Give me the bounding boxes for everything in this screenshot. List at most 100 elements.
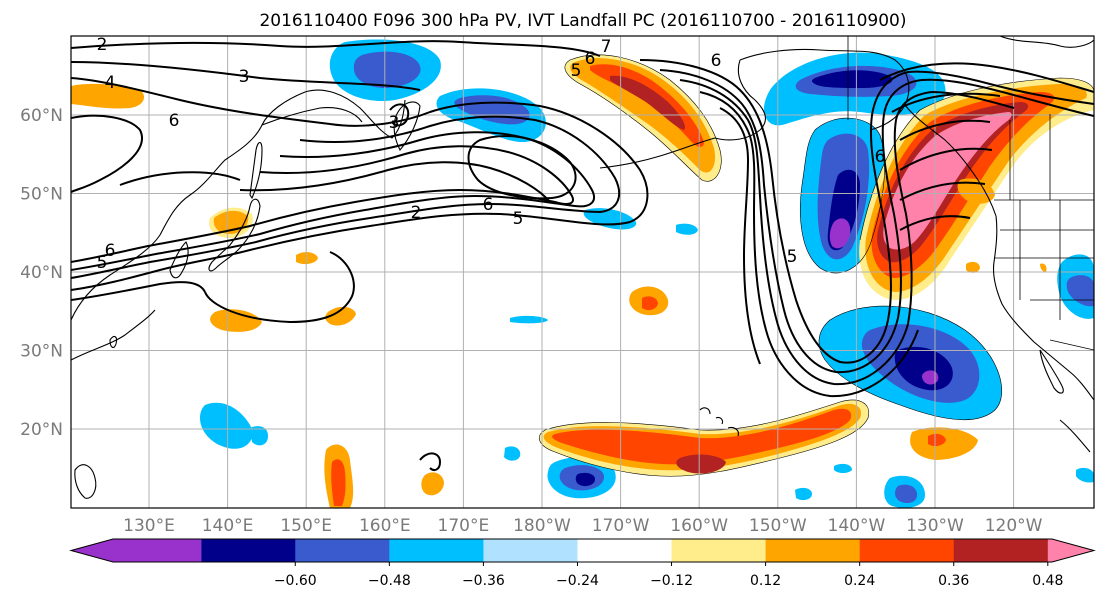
pv-contour-trough-1 [639,59,1094,364]
pv-contour-cutoff-4 [71,145,574,263]
coast-japan [208,198,261,272]
pv-contour-hook [389,103,410,127]
lon-tick-label: 120°W [985,516,1043,536]
coast-greenland-arctic [999,36,1094,48]
neg-blob-west-subtropic-tail [250,426,268,446]
neg-blob-small-4 [795,487,812,501]
pv-contour-ridge-3 [899,119,991,141]
pos-blob-bering-dark [610,75,686,130]
pv-contour-ridge-6 [899,215,971,231]
pos-blob-coast-small [966,261,980,273]
lon-tick-label: 170°E [438,516,490,536]
lat-tick-label: 20°N [20,420,63,440]
map-content: 2 3 4 6 7 5 6 6 3 2 6 5 6 5 5 6 [71,35,1094,508]
contour-label: 2 [97,35,108,55]
pos-blob-midwest-small [296,252,318,265]
colorbar-segment [859,539,955,562]
pos-blob-southeast-red [928,433,946,447]
neg-blob-gulf-alaska-min [829,218,851,249]
pos-blob-ar-tail [957,178,995,204]
map-panel: 2 3 4 6 7 5 6 6 3 2 6 5 6 5 5 6 130°E 140… [20,35,1095,536]
colorbar-extend-max [1047,539,1094,562]
neg-blob-small-2 [510,315,548,324]
pos-blob-northwest [71,83,145,109]
colorbar-segment [389,539,484,562]
pv-contour-ridge-2 [891,92,1001,113]
coast-bc [904,104,997,217]
gridlines [71,36,1094,508]
pv-contour-ridge-1 [879,62,1094,93]
coast-hawaii [699,407,739,437]
pv-contour-trough-3 [679,79,1015,386]
lon-tick-label: 140°W [828,516,886,536]
colorbar-extend-min [71,539,202,562]
neg-blob-west-subtropic [200,402,253,449]
contour-label: 6 [169,111,180,131]
colorbar-segment [765,539,861,562]
figure-title: 2016110400 F096 300 hPa PV, IVT Landfall… [259,11,906,31]
colorbar-segment [671,539,767,562]
coast-sakhalin [249,141,263,200]
contour-label: 3 [389,113,400,133]
lon-tick-label: 160°W [670,516,728,536]
coast-us-west [992,215,1094,401]
neg-blob-alaska-north-deep [812,70,893,88]
lon-tick-label: 170°W [592,516,650,536]
lon-tick-label: 130°W [906,516,964,536]
colorbar-segment [483,539,578,562]
neg-blob-small-5 [1076,467,1094,483]
political-borders [847,36,1094,351]
contour-label: 4 [105,73,116,93]
neg-blob-california-core [1066,275,1094,307]
colorbar-tick-label: −0.48 [368,573,411,589]
contour-label: 5 [97,253,108,273]
colorbar-tick-label: 0.24 [844,573,875,589]
pv-contour-cutoff-2 [71,115,620,279]
contour-label: 2 [411,203,422,223]
lat-tick-label: 30°N [20,342,63,362]
pv-contour-asia-2 [204,251,355,324]
pv-contour-loop-west [71,114,143,193]
neg-blob-kamchatka-core [353,51,421,88]
contour-label: 5 [571,61,582,81]
coast-alaska-west [714,59,766,141]
outline-subtrop-east [818,305,1002,421]
contour-label: 6 [105,241,116,261]
contour-label: 7 [601,37,612,57]
pv-contour-2-north [71,40,601,57]
pos-blob-southeast [910,427,978,460]
pv-contour-cutoff-3 [71,131,595,271]
pv-contour-labels: 2 3 4 6 7 5 6 6 3 2 6 5 6 5 5 6 [97,35,886,273]
latitude-labels: 60°N 50°N 40°N 30°N 20°N [20,106,63,440]
pv-contour-trough-4 [699,91,919,398]
lon-tick-label: 160°E [359,516,411,536]
longitude-labels: 130°E 140°E 150°E 160°E 170°E 180°W 170°W 160°W… [123,516,1043,536]
lon-tick-label: 150°E [280,516,332,536]
pv-contour-ridge-4 [899,147,993,171]
contour-label: 6 [585,49,596,69]
lon-tick-label: 150°W [749,516,807,536]
pos-blob-north-small [1040,263,1047,272]
contour-label: 6 [875,147,886,167]
colorbar-tick-label: −0.12 [650,573,693,589]
contour-label: 5 [787,247,798,267]
lon-tick-label: 130°E [123,516,175,536]
pv-contour-3-north [71,61,421,91]
pos-blob-subtropical-band-red [552,408,852,465]
colorbar-tick-label: 0.48 [1032,573,1063,589]
neg-blob-subtropical-east-deep [894,346,953,391]
lat-tick-label: 40°N [20,263,63,283]
coast-mexico [1059,419,1091,453]
contour-label: 3 [239,67,250,87]
colorbar-tick-label: 0.36 [938,573,969,589]
outline-band [538,399,870,477]
colorbar-tick-label: 0.12 [750,573,781,589]
lon-tick-label: 140°E [202,516,254,536]
contour-label: 6 [711,51,722,71]
border-canada-provinces [1009,114,1051,200]
pv-contour-trough-5 [719,107,761,365]
pos-blob-ar-core-pink [883,112,1012,250]
coast-china-south [71,309,156,361]
coast-okhotsk [261,107,363,126]
contour-label: 5 [513,209,524,229]
